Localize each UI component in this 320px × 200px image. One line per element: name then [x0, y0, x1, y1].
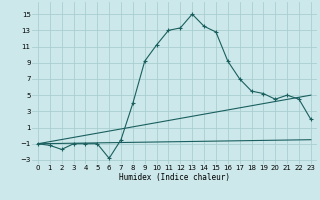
- X-axis label: Humidex (Indice chaleur): Humidex (Indice chaleur): [119, 173, 230, 182]
